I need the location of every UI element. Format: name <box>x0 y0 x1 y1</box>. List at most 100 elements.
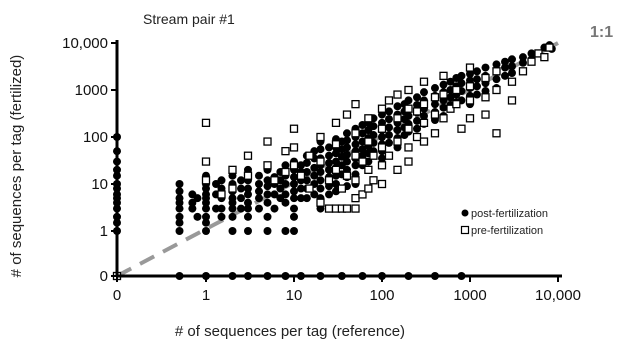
point-post-fertilization <box>501 63 510 72</box>
chart-title: Stream pair #1 <box>143 11 235 27</box>
point-pre-fertilization <box>404 85 413 95</box>
point-post-fertilization <box>351 140 360 149</box>
point-post-fertilization <box>342 143 351 152</box>
point-post-fertilization <box>175 204 184 213</box>
point-pre-fertilization <box>351 151 360 160</box>
point-post-fertilization <box>254 180 263 188</box>
point-pre-fertilization <box>419 118 429 128</box>
point-post-fertilization <box>492 75 501 84</box>
point-pre-fertilization <box>377 124 387 133</box>
point-post-fertilization <box>296 184 305 193</box>
point-pre-fertilization <box>351 129 360 138</box>
point-post-fertilization <box>310 163 319 172</box>
point-post-fertilization <box>276 184 285 193</box>
point-post-fertilization <box>331 157 340 166</box>
legend-marker-pre-fertilization <box>460 225 470 235</box>
point-pre-fertilization <box>289 124 299 133</box>
point-post-fertilization <box>325 151 334 160</box>
point-post-fertilization <box>212 204 221 213</box>
point-post-fertilization <box>393 126 402 135</box>
point-pre-fertilization <box>342 110 352 119</box>
point-post-fertilization <box>342 150 351 159</box>
point-pre-fertilization <box>331 140 341 149</box>
point-post-fertilization <box>254 204 263 213</box>
x-tick-label: 10,000 <box>535 287 581 304</box>
point-post-fertilization <box>358 129 367 138</box>
point-pre-fertilization <box>527 57 536 66</box>
point-post-fertilization <box>254 194 263 203</box>
point-pre-fertilization <box>369 151 378 160</box>
point-pre-fertilization <box>430 129 440 138</box>
point-post-fertilization <box>481 87 490 96</box>
point-post-fertilization <box>316 168 325 177</box>
point-pre-fertilization <box>369 176 378 185</box>
point-post-fertilization <box>430 100 439 109</box>
point-pre-fertilization <box>289 161 299 170</box>
point-pre-fertilization <box>201 176 211 185</box>
y-tick-label: 10 <box>91 176 108 193</box>
legend: post-fertilization pre-fertilization <box>460 208 548 237</box>
point-post-fertilization <box>472 67 481 76</box>
point-post-fertilization <box>243 184 252 193</box>
point-post-fertilization <box>419 111 428 120</box>
point-post-fertilization <box>228 227 237 235</box>
point-post-fertilization <box>243 198 252 207</box>
point-pre-fertilization <box>324 176 334 185</box>
point-post-fertilization <box>290 204 298 213</box>
point-pre-fertilization <box>201 157 211 166</box>
point-post-fertilization <box>263 198 272 207</box>
point-post-fertilization <box>439 80 448 89</box>
point-post-fertilization <box>507 55 516 64</box>
point-post-fertilization <box>175 198 184 207</box>
point-post-fertilization <box>325 143 334 152</box>
point-post-fertilization <box>501 57 510 66</box>
point-pre-fertilization <box>452 99 461 109</box>
point-post-fertilization <box>501 71 510 80</box>
point-pre-fertilization <box>351 193 360 203</box>
point-pre-fertilization <box>270 176 279 185</box>
ratio-label: 1:1 <box>590 24 613 41</box>
point-pre-fertilization <box>364 184 373 193</box>
point-post-fertilization <box>439 103 448 112</box>
point-post-fertilization <box>290 187 298 196</box>
point-post-fertilization <box>342 129 351 138</box>
point-post-fertilization <box>290 212 298 221</box>
point-pre-fertilization <box>281 167 290 177</box>
point-pre-fertilization <box>481 73 490 83</box>
point-pre-fertilization <box>545 43 554 52</box>
point-pre-fertilization <box>446 104 455 113</box>
point-post-fertilization <box>202 218 210 227</box>
point-pre-fertilization <box>518 67 528 76</box>
x-tick-label: 1000 <box>453 287 486 304</box>
point-post-fertilization <box>419 88 428 97</box>
points-layer <box>112 41 556 281</box>
point-pre-fertilization <box>342 171 352 180</box>
point-pre-fertilization <box>452 85 461 95</box>
point-pre-fertilization <box>404 143 413 152</box>
point-pre-fertilization <box>358 190 367 199</box>
point-post-fertilization <box>518 53 527 62</box>
point-pre-fertilization <box>201 118 211 128</box>
point-post-fertilization <box>175 187 184 196</box>
point-pre-fertilization <box>492 129 501 138</box>
point-post-fertilization <box>302 158 311 167</box>
point-post-fertilization <box>472 75 481 84</box>
point-post-fertilization <box>243 204 252 213</box>
point-post-fertilization <box>290 180 298 188</box>
point-pre-fertilization <box>296 171 306 180</box>
point-post-fertilization <box>369 122 378 131</box>
point-post-fertilization <box>413 93 422 102</box>
point-post-fertilization <box>217 212 226 221</box>
y-tick-label: 10,000 <box>62 35 108 52</box>
point-pre-fertilization <box>419 99 429 109</box>
point-post-fertilization <box>281 161 290 170</box>
point-pre-fertilization <box>342 204 352 213</box>
point-post-fertilization <box>316 176 325 185</box>
point-post-fertilization <box>457 79 466 88</box>
point-pre-fertilization <box>393 114 402 123</box>
point-pre-fertilization <box>331 165 341 175</box>
y-tick-label: 1000 <box>75 82 108 99</box>
point-pre-fertilization <box>404 157 413 166</box>
point-post-fertilization <box>237 204 246 213</box>
point-post-fertilization <box>430 84 439 93</box>
